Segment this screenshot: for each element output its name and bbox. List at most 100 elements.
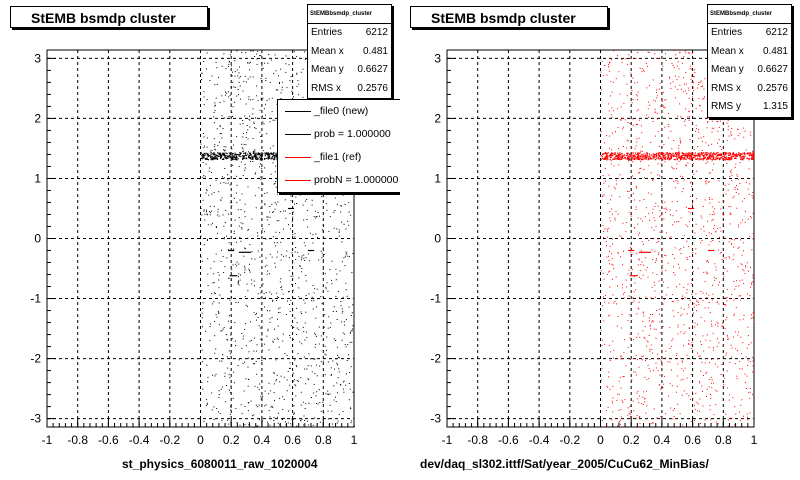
band-point — [686, 157, 688, 159]
band-point — [271, 157, 273, 159]
scatter-point — [275, 359, 277, 361]
band-point — [260, 154, 262, 156]
scatter-point — [343, 257, 345, 259]
stats-label: RMS x — [311, 82, 341, 94]
scatter-point — [701, 150, 703, 151]
scatter-point — [236, 50, 238, 52]
scatter-point — [228, 60, 230, 62]
scatter-point — [747, 335, 749, 337]
scatter-point — [231, 148, 233, 150]
scatter-point — [740, 404, 742, 406]
left-stats-row-rms-x: RMS x 0.2576 — [308, 80, 391, 99]
scatter-point — [617, 425, 618, 427]
scatter-point — [631, 146, 633, 148]
scatter-point — [651, 227, 653, 229]
scatter-point — [251, 339, 253, 341]
scatter-point — [273, 371, 275, 373]
scatter-point — [223, 100, 225, 102]
scatter-point — [630, 413, 632, 415]
band-point — [243, 155, 245, 157]
scatter-point — [257, 425, 259, 427]
scatter-point — [707, 120, 709, 122]
scatter-point — [204, 219, 206, 221]
band-point — [629, 153, 631, 155]
band-point — [741, 153, 743, 155]
scatter-point — [314, 332, 316, 334]
band-point — [638, 153, 640, 155]
scatter-point — [277, 416, 278, 418]
band-point — [253, 152, 255, 154]
band-point — [690, 156, 692, 158]
scatter-point — [274, 119, 276, 121]
band-point — [700, 152, 702, 154]
scatter-point — [679, 84, 681, 86]
scatter-point — [608, 315, 610, 317]
scatter-point — [297, 353, 299, 354]
scatter-point — [340, 205, 342, 207]
scatter-point — [711, 198, 713, 200]
scatter-point — [211, 75, 213, 77]
scatter-point — [267, 310, 268, 312]
scatter-point — [255, 404, 257, 406]
scatter-point — [725, 297, 727, 299]
scatter-point — [728, 183, 730, 185]
scatter-point — [609, 62, 611, 64]
scatter-point — [240, 240, 242, 242]
scatter-point — [636, 99, 638, 100]
band-point — [733, 154, 736, 156]
scatter-point — [306, 331, 308, 333]
scatter-point — [285, 421, 286, 423]
band-point — [663, 154, 665, 156]
band-point — [716, 152, 718, 154]
scatter-point — [747, 364, 749, 366]
scatter-point — [253, 123, 255, 124]
scatter-point — [726, 139, 728, 141]
scatter-point — [278, 75, 279, 77]
scatter-point — [268, 393, 270, 395]
scatter-point — [641, 68, 643, 70]
scatter-point — [240, 161, 242, 163]
band-point — [683, 155, 686, 157]
scatter-point — [677, 324, 679, 326]
scatter-point — [719, 252, 721, 254]
scatter-point — [623, 352, 625, 354]
band-point — [206, 157, 208, 159]
scatter-point — [637, 217, 639, 219]
scatter-point — [664, 126, 666, 128]
band-point — [698, 153, 700, 155]
scatter-point — [707, 181, 709, 183]
band-point — [609, 155, 611, 157]
scatter-point — [282, 293, 284, 295]
scatter-point — [311, 397, 312, 398]
scatter-point — [606, 135, 608, 137]
scatter-point — [272, 340, 274, 342]
scatter-point — [270, 173, 272, 175]
band-point — [617, 155, 619, 157]
band-point — [716, 155, 718, 157]
band-point — [621, 158, 623, 160]
scatter-point — [231, 269, 233, 271]
band-point — [220, 157, 222, 160]
x-tick-label: 0 — [197, 433, 204, 447]
scatter-point — [291, 221, 293, 223]
scatter-point — [290, 76, 292, 77]
scatter-point — [753, 339, 755, 341]
scatter-point — [748, 344, 750, 345]
scatter-point — [687, 226, 689, 227]
scatter-point — [296, 334, 298, 335]
scatter-point — [241, 227, 243, 229]
scatter-point — [341, 339, 343, 341]
x-tick-label: 0.8 — [715, 433, 732, 447]
band-point — [210, 159, 212, 161]
scatter-point — [649, 85, 650, 87]
band-point — [724, 159, 726, 161]
scatter-point — [305, 280, 307, 282]
scatter-point — [657, 238, 658, 240]
scatter-point — [242, 123, 244, 124]
scatter-point — [637, 172, 639, 174]
scatter-point — [213, 116, 215, 118]
scatter-point — [272, 406, 274, 408]
right-stats-name: StEMBbsmdp_cluster — [708, 5, 791, 24]
scatter-point — [211, 172, 212, 173]
scatter-point — [711, 325, 713, 327]
